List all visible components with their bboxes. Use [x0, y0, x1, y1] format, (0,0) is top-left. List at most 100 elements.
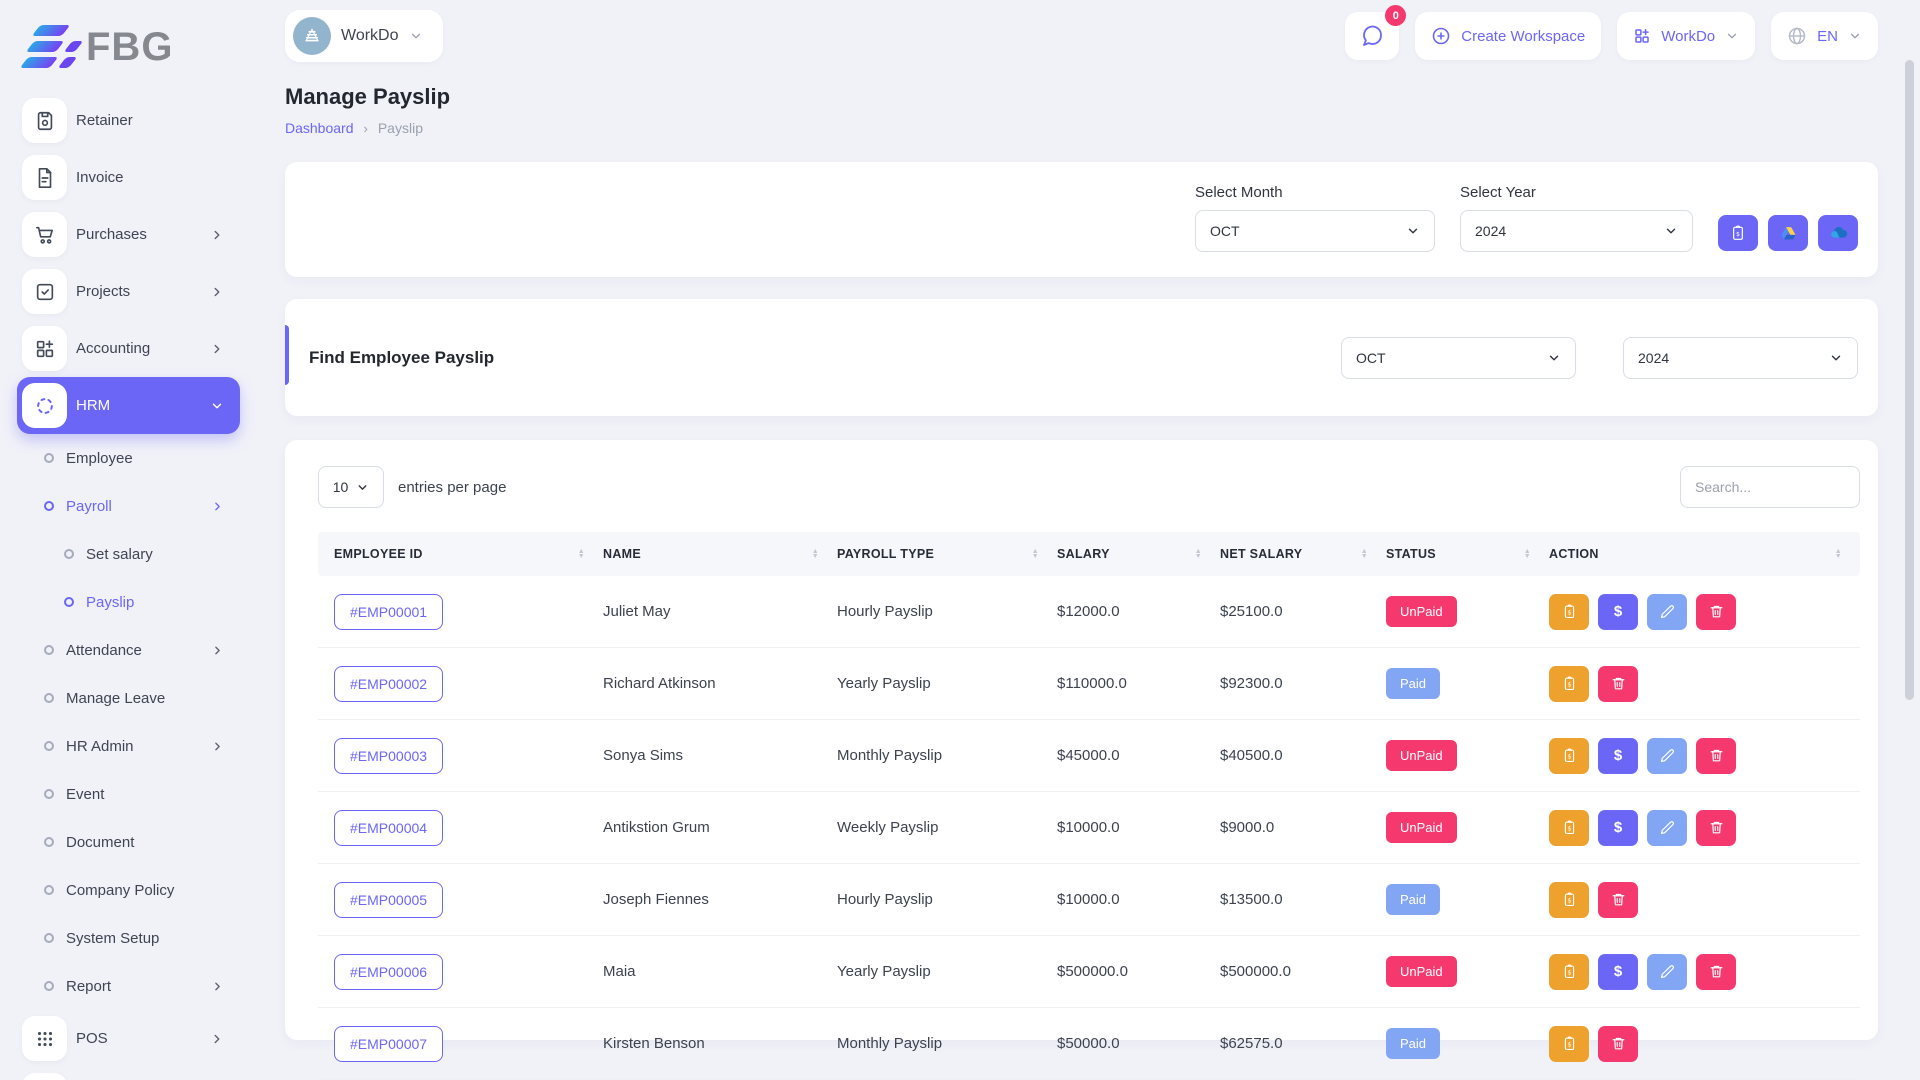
find-year-select[interactable]: 2024	[1623, 336, 1858, 379]
sidebar-item-employee[interactable]: Employee	[22, 434, 240, 482]
sidebar-item-payroll[interactable]: Payroll	[22, 482, 240, 530]
sidebar-item-purchases[interactable]: Purchases	[22, 206, 240, 263]
topbar: WorkDo 0 Create Workspace WorkDo	[285, 0, 1878, 72]
pay-button[interactable]: $	[1598, 953, 1638, 990]
employee-id-link[interactable]: #EMP00006	[334, 953, 444, 990]
trash-icon	[1710, 821, 1722, 834]
column-header-salary[interactable]: SALARY ▲ ▼	[1057, 547, 1202, 561]
payroll-type: Hourly Payslip	[837, 891, 933, 908]
column-header-employee-id[interactable]: EMPLOYEE ID ▲ ▼	[334, 547, 585, 561]
select-month-label: Select Month	[1195, 184, 1283, 201]
pay-button[interactable]: $	[1598, 737, 1638, 774]
payslip-button[interactable]: $	[1549, 665, 1589, 702]
employee-id-link[interactable]: #EMP00005	[334, 881, 444, 918]
create-workspace-button[interactable]: Create Workspace	[1415, 12, 1602, 60]
employee-id-link[interactable]: #EMP00001	[334, 593, 444, 630]
find-card-title: Find Employee Payslip	[309, 347, 495, 367]
sidebar-item-hrm[interactable]: HRM	[17, 377, 240, 434]
employee-id-link[interactable]: #EMP00004	[334, 809, 444, 846]
sidebar-item-invoice[interactable]: Invoice	[22, 149, 240, 206]
delete-button[interactable]	[1598, 665, 1638, 702]
status-badge: UnPaid	[1386, 812, 1457, 843]
topbar-actions: 0 Create Workspace WorkDo	[1345, 5, 1878, 60]
sidebar-item-label: Retainer	[76, 112, 133, 129]
language-selector[interactable]: EN	[1771, 12, 1878, 60]
salary: $10000.0	[1057, 891, 1120, 908]
payslip-button[interactable]: $	[1549, 809, 1589, 846]
sidebar-item-crm[interactable]: CRM	[22, 1067, 240, 1080]
delete-button[interactable]	[1696, 593, 1736, 630]
payslip-button[interactable]: $	[1549, 881, 1589, 918]
chevron-right-icon	[211, 644, 224, 657]
sidebar-item-label: POS	[76, 1030, 108, 1047]
sidebar-nav: Retainer Invoice Purchases Projects	[17, 92, 240, 1080]
sort-icon: ▲ ▼	[1031, 548, 1039, 560]
breadcrumb-dashboard-link[interactable]: Dashboard	[285, 120, 354, 136]
payslip-button[interactable]: $	[1549, 953, 1589, 990]
column-header-action[interactable]: ACTION ▲ ▼	[1549, 547, 1842, 561]
delete-button[interactable]	[1696, 809, 1736, 846]
sidebar-item-projects[interactable]: Projects	[22, 263, 240, 320]
bulk-payslip-button[interactable]: $	[1718, 215, 1758, 251]
sidebar-item-label: Manage Leave	[66, 689, 166, 707]
sidebar-item-pos[interactable]: POS	[22, 1010, 240, 1067]
sidebar-item-event[interactable]: Event	[22, 770, 240, 818]
search-input[interactable]	[1680, 466, 1860, 508]
column-header-payroll-type[interactable]: PAYROLL TYPE ▲ ▼	[837, 547, 1039, 561]
svg-text:$: $	[1567, 681, 1571, 688]
trash-icon	[1612, 1037, 1624, 1050]
delete-button[interactable]	[1696, 953, 1736, 990]
payroll-type: Monthly Payslip	[837, 1035, 943, 1052]
sidebar-item-payslip[interactable]: Payslip	[22, 578, 240, 626]
google-drive-export-button[interactable]	[1768, 215, 1808, 251]
edit-button[interactable]	[1647, 593, 1687, 630]
table-row: #EMP00007 Kirsten Benson Monthly Payslip…	[318, 1008, 1860, 1080]
edit-button[interactable]	[1647, 737, 1687, 774]
column-header-status[interactable]: STATUS ▲ ▼	[1386, 547, 1531, 561]
sidebar-item-document[interactable]: Document	[22, 818, 240, 866]
payslip-button[interactable]: $	[1549, 737, 1589, 774]
sort-icon: ▲ ▼	[577, 548, 585, 560]
app-menu-button[interactable]: WorkDo	[1617, 12, 1756, 60]
year-select[interactable]: 2024	[1460, 210, 1693, 252]
delete-button[interactable]	[1598, 881, 1638, 918]
pay-button[interactable]: $	[1598, 809, 1638, 846]
column-header-net-salary[interactable]: NET SALARY ▲ ▼	[1220, 547, 1368, 561]
messages-button[interactable]: 0	[1345, 5, 1407, 60]
payroll-type: Yearly Payslip	[837, 675, 931, 692]
sidebar-item-company-policy[interactable]: Company Policy	[22, 866, 240, 914]
pay-button[interactable]: $	[1598, 593, 1638, 630]
payslip-button[interactable]: $	[1549, 593, 1589, 630]
employee-id-link[interactable]: #EMP00003	[334, 737, 444, 774]
chevron-down-icon	[1725, 29, 1739, 43]
sidebar-item-retainer[interactable]: Retainer	[22, 92, 240, 149]
employee-id-link[interactable]: #EMP00007	[334, 1025, 444, 1062]
sidebar-item-accounting[interactable]: Accounting	[22, 320, 240, 377]
chevron-separator-icon: ›	[363, 120, 368, 136]
sidebar-item-manage-leave[interactable]: Manage Leave	[22, 674, 240, 722]
edit-button[interactable]	[1647, 809, 1687, 846]
page-size-select[interactable]: 10	[318, 466, 384, 508]
sidebar-item-set-salary[interactable]: Set salary	[22, 530, 240, 578]
delete-button[interactable]	[1598, 1025, 1638, 1062]
payroll-type: Weekly Payslip	[837, 819, 939, 836]
sidebar-item-hr-admin[interactable]: HR Admin	[22, 722, 240, 770]
delete-button[interactable]	[1696, 737, 1736, 774]
employee-name: Joseph Fiennes	[603, 891, 709, 908]
page-scrollbar[interactable]	[1905, 60, 1914, 700]
sidebar-item-report[interactable]: Report	[22, 962, 240, 1010]
payslip-button[interactable]: $	[1549, 1025, 1589, 1062]
month-select[interactable]: OCT	[1195, 210, 1435, 252]
chevron-down-icon	[1848, 29, 1862, 43]
employee-id-link[interactable]: #EMP00002	[334, 665, 444, 702]
clipboard-dollar-icon: $	[1564, 1036, 1574, 1050]
find-month-select[interactable]: OCT	[1341, 336, 1576, 379]
workspace-switcher[interactable]: WorkDo	[285, 10, 443, 62]
edit-button[interactable]	[1647, 953, 1687, 990]
sidebar-item-system-setup[interactable]: System Setup	[22, 914, 240, 962]
onedrive-export-button[interactable]	[1818, 215, 1858, 251]
brand-logo[interactable]: FBG	[19, 16, 240, 78]
sidebar-item-attendance[interactable]: Attendance	[22, 626, 240, 674]
column-header-name[interactable]: NAME ▲ ▼	[603, 547, 819, 561]
row-actions: $ $	[1549, 593, 1860, 630]
